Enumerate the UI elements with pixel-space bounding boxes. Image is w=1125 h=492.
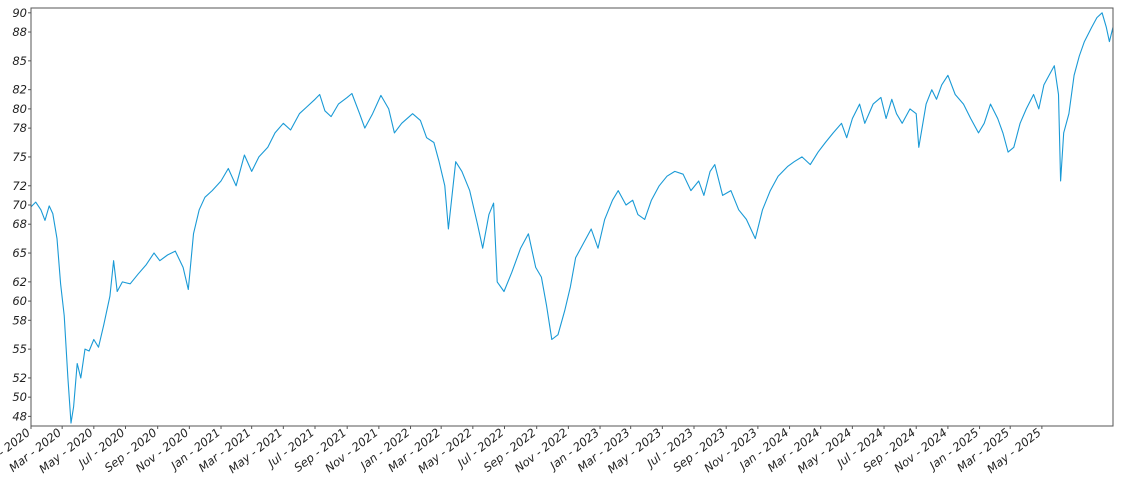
y-axis: 48 50 52 55 58 60 62 65 68 70 72 75 78 80 82 85 88 90 [12, 6, 31, 423]
y-tick-label: 80 [12, 102, 27, 116]
y-tick-label: 82 [12, 83, 27, 97]
y-tick-label: 65 [12, 246, 27, 260]
plot-area [30, 12, 1114, 424]
y-tick-label: 58 [12, 313, 27, 327]
y-tick-label: 55 [12, 342, 27, 356]
series-line-0 [30, 12, 1114, 424]
y-tick-label: 50 [12, 390, 27, 404]
y-tick-label: 78 [12, 121, 27, 135]
y-tick-label: 70 [12, 198, 27, 212]
y-tick-label: 75 [12, 150, 27, 164]
plot-frame [30, 7, 1114, 427]
y-tick-label: 90 [12, 6, 27, 20]
y-tick-label: 88 [12, 25, 27, 39]
y-tick-label: 62 [12, 275, 27, 289]
y-tick-label: 85 [12, 54, 27, 68]
y-tick-label: 72 [12, 179, 27, 193]
y-tick-label: 68 [12, 217, 27, 231]
y-tick-label: 60 [12, 294, 27, 308]
y-tick-label: 48 [12, 409, 27, 423]
y-tick-label: 52 [12, 371, 27, 385]
